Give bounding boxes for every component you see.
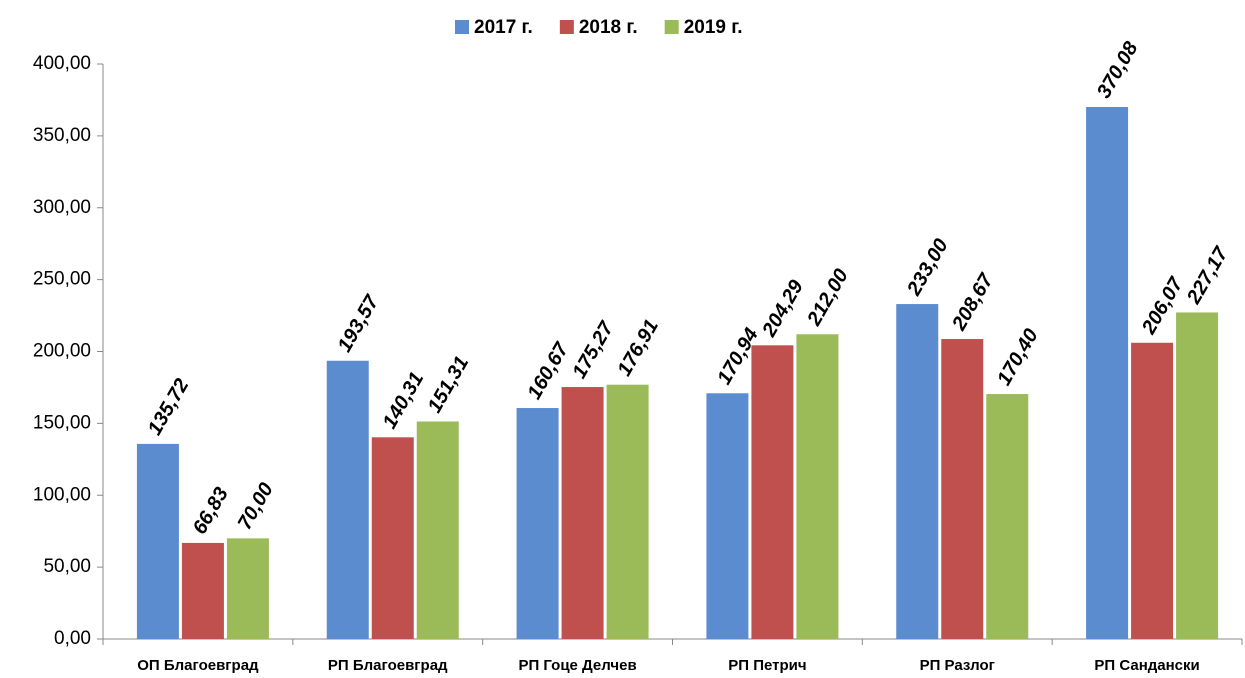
- bar: [416, 421, 459, 639]
- bar: [1176, 312, 1219, 639]
- bar: [796, 334, 839, 639]
- value-label: 204,29: [758, 276, 809, 342]
- bar: [136, 443, 179, 639]
- value-label: 208,67: [948, 269, 999, 335]
- y-tick-label: 150,00: [33, 412, 91, 433]
- bar: [516, 408, 559, 639]
- legend-swatch: [559, 20, 574, 34]
- x-tick-label: РП Петрич: [728, 657, 806, 674]
- value-label: 227,17: [1182, 243, 1233, 309]
- bar: [226, 538, 269, 639]
- bar: [326, 360, 369, 639]
- y-tick-label: 300,00: [33, 197, 91, 218]
- value-label: 233,00: [903, 235, 953, 300]
- legend-label: 2018 г.: [579, 17, 638, 38]
- value-label: 151,31: [424, 353, 474, 417]
- value-label: 70,00: [234, 479, 278, 533]
- y-tick-label: 350,00: [33, 125, 91, 146]
- x-tick-label: РП Разлог: [920, 657, 995, 674]
- value-label: 370,08: [1093, 37, 1143, 102]
- bar: [706, 393, 749, 639]
- y-tick-label: 250,00: [33, 269, 91, 290]
- bar: [1131, 342, 1174, 639]
- x-tick-label: РП Сандански: [1094, 657, 1199, 674]
- y-tick-label: 0,00: [54, 628, 91, 649]
- legend-label: 2019 г.: [684, 17, 743, 38]
- y-tick-label: 200,00: [33, 341, 91, 362]
- value-label: 66,83: [189, 484, 233, 538]
- legend-swatch: [455, 20, 469, 34]
- bar: [371, 437, 414, 639]
- bar: [606, 384, 649, 639]
- bar: [941, 339, 984, 639]
- value-label: 193,57: [334, 291, 384, 356]
- y-tick-label: 100,00: [33, 484, 91, 505]
- bar: [181, 542, 224, 639]
- value-label: 170,40: [993, 325, 1043, 389]
- bar: [896, 304, 939, 639]
- value-label: 175,27: [568, 317, 618, 382]
- bar: [1086, 107, 1129, 639]
- bar: [561, 387, 604, 639]
- value-label: 212,00: [803, 265, 853, 330]
- bar: [986, 394, 1029, 639]
- legend-label: 2017 г.: [474, 17, 533, 38]
- x-tick-label: РП Благоевград: [328, 657, 448, 674]
- x-tick-label: РП Гоце Делчев: [518, 657, 636, 674]
- bar: [751, 345, 794, 639]
- legend-swatch: [664, 20, 679, 34]
- value-label: 135,72: [144, 375, 194, 439]
- y-tick-label: 50,00: [43, 556, 91, 577]
- x-tick-label: ОП Благоевград: [137, 657, 259, 674]
- y-tick-label: 400,00: [33, 53, 91, 74]
- value-label: 176,91: [613, 316, 663, 380]
